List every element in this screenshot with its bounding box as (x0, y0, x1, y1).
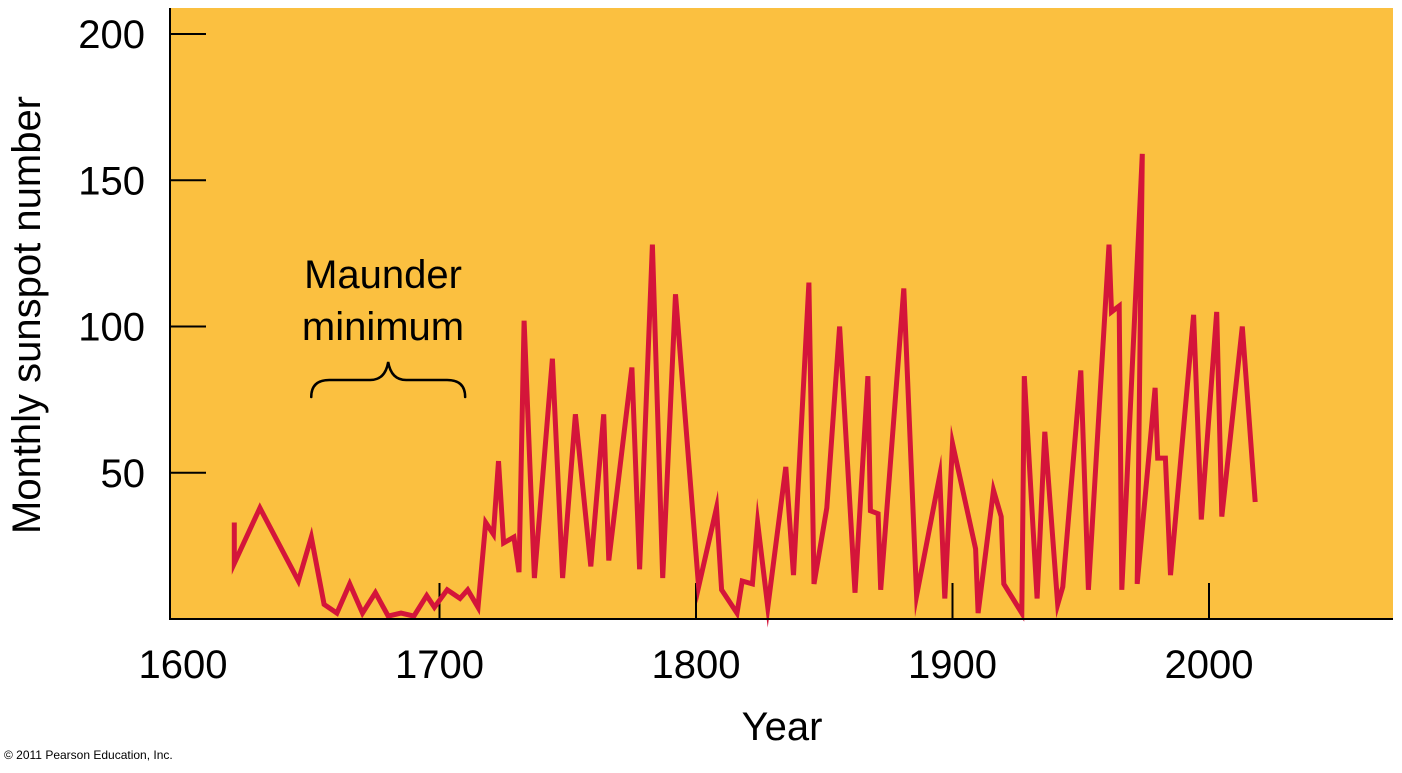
y-tick-label: 50 (101, 452, 146, 496)
x-tick-label: 1700 (395, 643, 484, 687)
copyright-notice: © 2011 Pearson Education, Inc. (4, 748, 173, 762)
y-axis-title: Monthly sunspot number (5, 96, 49, 534)
axes (169, 8, 1393, 620)
x-tick-label: 1900 (908, 643, 997, 687)
y-tick-label: 150 (78, 159, 145, 203)
maunder-minimum-annotation: Maunder minimum (302, 253, 467, 399)
series-layer (231, 153, 1258, 628)
x-tick-label: 1600 (139, 643, 228, 687)
y-tick-label: 100 (78, 306, 145, 350)
tick-labels: 50 100 150 200 1600 1700 1800 1900 2000 (78, 13, 1253, 687)
annotation-brace (310, 361, 467, 399)
y-tick-label: 200 (78, 13, 145, 57)
annotation-line-1: Maunder (304, 253, 462, 297)
annotation-line-2: minimum (302, 305, 464, 349)
sunspot-series-line (231, 153, 1258, 628)
x-tick-label: 2000 (1165, 643, 1254, 687)
x-tick-label: 1800 (652, 643, 741, 687)
x-axis-title: Year (742, 705, 823, 749)
tick-marks (170, 33, 1210, 619)
